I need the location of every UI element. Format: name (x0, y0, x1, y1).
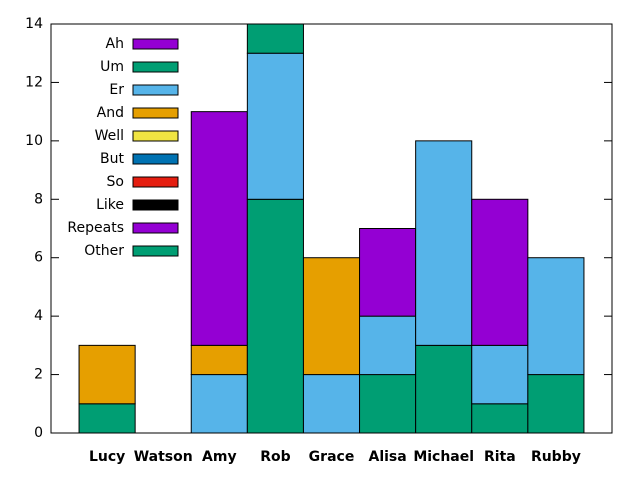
y-tick-label: 12 (25, 74, 43, 90)
legend-swatch (132, 130, 179, 142)
legend-label: But (100, 151, 124, 167)
bar-segment (302, 374, 361, 433)
bar-segment (471, 198, 529, 346)
x-tick-label: Michael (413, 449, 474, 465)
x-tick-label: Rita (484, 449, 516, 465)
legend-swatch (132, 245, 179, 257)
bar-segment (190, 111, 248, 346)
legend-swatch (132, 199, 179, 211)
bar-segment (359, 374, 417, 433)
bar-segment (190, 344, 248, 376)
legend-label: And (97, 105, 124, 121)
plot-frame (50, 23, 613, 434)
bar-segment (246, 198, 304, 433)
legend-label: Er (109, 82, 124, 98)
legend-swatch (132, 222, 179, 234)
legend-label: Well (95, 128, 124, 144)
bar-segment (246, 24, 304, 54)
x-tick-label: Rob (260, 449, 290, 465)
legend-swatch (132, 84, 179, 96)
y-tick-label: 6 (34, 250, 43, 266)
legend-swatch (132, 107, 179, 119)
y-tick-label: 8 (34, 191, 43, 207)
x-tick-label: Rubby (531, 449, 581, 465)
y-tick-label: 0 (34, 425, 43, 441)
x-tick-label: Amy (202, 449, 237, 465)
bar-segment (359, 315, 417, 376)
y-tick-label: 10 (25, 133, 43, 149)
bar-segment (359, 228, 417, 317)
bar-segment (190, 374, 248, 433)
bar-segment (415, 140, 473, 346)
bar-segment (78, 344, 136, 405)
legend-swatch (132, 61, 179, 73)
y-tick-label: 4 (34, 308, 43, 324)
bar-segment (78, 403, 136, 433)
bar-segment (527, 374, 585, 433)
x-tick-label: Alisa (368, 449, 406, 465)
legend-label: Other (84, 243, 124, 259)
x-tick-label: Watson (134, 449, 193, 465)
legend-label: Um (100, 59, 124, 75)
legend-label: Repeats (67, 220, 124, 236)
legend-label: Like (96, 197, 124, 213)
bar-segment (471, 403, 529, 433)
legend-label: Ah (106, 36, 124, 52)
legend-label: So (107, 174, 124, 190)
legend-swatch (132, 38, 179, 50)
bar-segment (471, 344, 529, 405)
x-tick-label: Grace (309, 449, 355, 465)
legend-swatch (132, 153, 179, 165)
bars (78, 24, 585, 433)
x-tick-label: Lucy (89, 449, 125, 465)
bar-segment (527, 257, 585, 376)
bar-segment (246, 52, 304, 200)
legend-swatch (132, 176, 179, 188)
bar-segment (302, 257, 361, 376)
bar-segment (415, 344, 473, 433)
y-tick-label: 2 (34, 367, 43, 383)
y-tick-label: 14 (25, 16, 43, 32)
